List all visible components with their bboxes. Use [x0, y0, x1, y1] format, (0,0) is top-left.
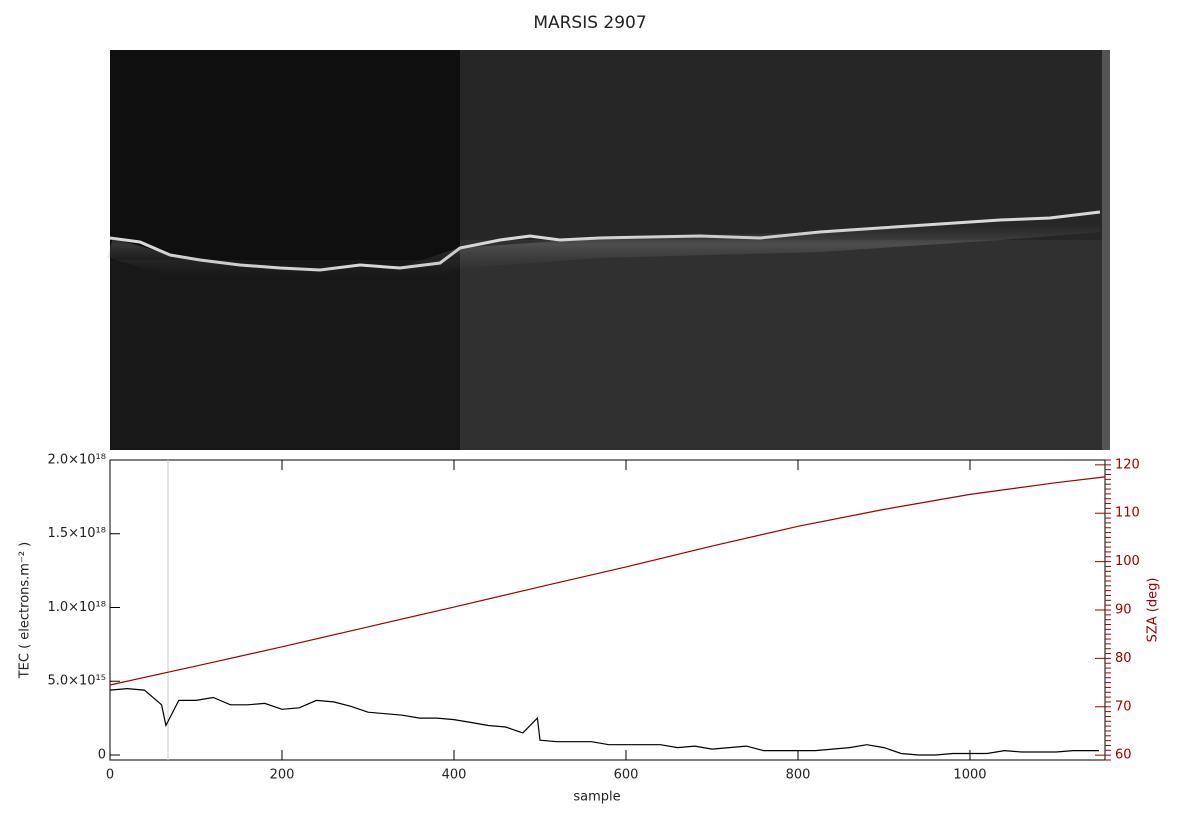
y-tick-label: 1.0×10¹⁸ — [47, 600, 106, 615]
y2-tick-label: 60 — [1115, 748, 1132, 763]
y2-axis-label: SZA (deg) — [1146, 578, 1161, 643]
x-tick-label: 200 — [270, 768, 295, 783]
plot-frame — [109, 459, 1106, 761]
x-tick-label: 0 — [106, 768, 114, 783]
y2-tick-label: 80 — [1115, 651, 1132, 666]
y2-tick-label: 90 — [1115, 603, 1132, 618]
y-tick-label: 1.5×10¹⁸ — [47, 526, 106, 541]
y-tick-label: 5.0×10¹⁵ — [47, 674, 106, 689]
y2-tick-label: 110 — [1115, 506, 1140, 521]
y2-tick-label: 120 — [1115, 457, 1140, 472]
radargram — [107, 50, 1110, 450]
y2-tick-label: 100 — [1115, 554, 1140, 569]
y-axis-label: TEC ( electrons.m⁻² ) — [18, 542, 33, 680]
series-line — [109, 476, 1106, 686]
x-tick-label: 800 — [786, 768, 811, 783]
chart-title: MARSIS 2907 — [533, 13, 646, 33]
x-axis-label: sample — [573, 790, 620, 805]
x-tick-label: 1000 — [953, 768, 986, 783]
series-line — [109, 687, 1099, 756]
y2-tick-label: 70 — [1115, 699, 1132, 714]
y-tick-label: 2.0×10¹⁸ — [47, 453, 106, 468]
x-tick-label: 600 — [614, 768, 639, 783]
x-tick-label: 400 — [442, 768, 467, 783]
y-tick-label: 0 — [98, 747, 106, 762]
